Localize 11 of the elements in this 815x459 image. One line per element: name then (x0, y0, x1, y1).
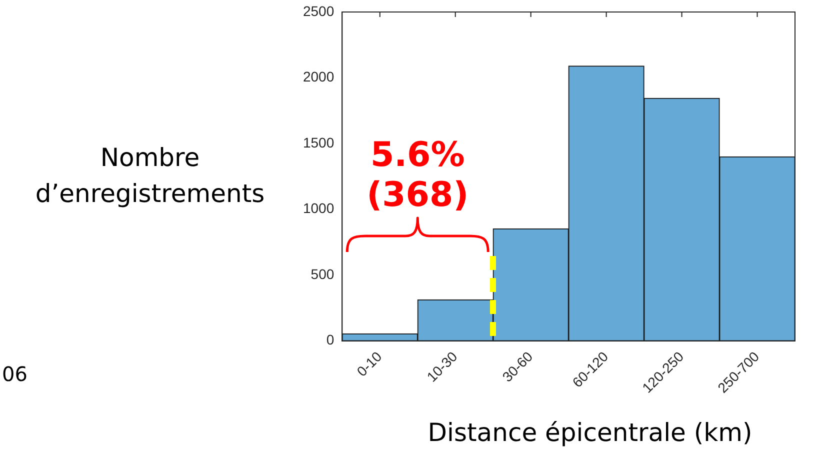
x-axis-title: Distance épicentrale (km) (426, 418, 754, 447)
y-tick-label: 1500 (302, 134, 334, 150)
y-tick-label: 1000 (302, 200, 334, 216)
y-tick-label: 0 (326, 332, 334, 348)
x-tick-label: 0-10 (354, 348, 385, 380)
text: 06 (2, 362, 28, 386)
annotation: 5.6% (368) (366, 135, 469, 215)
y-tick-label: 500 (310, 266, 334, 282)
y-axis-title: Nombre d’enregistrements (34, 142, 266, 210)
y-tick-label: 2500 (302, 2, 334, 19)
y-tick-label: 2000 (302, 68, 334, 85)
